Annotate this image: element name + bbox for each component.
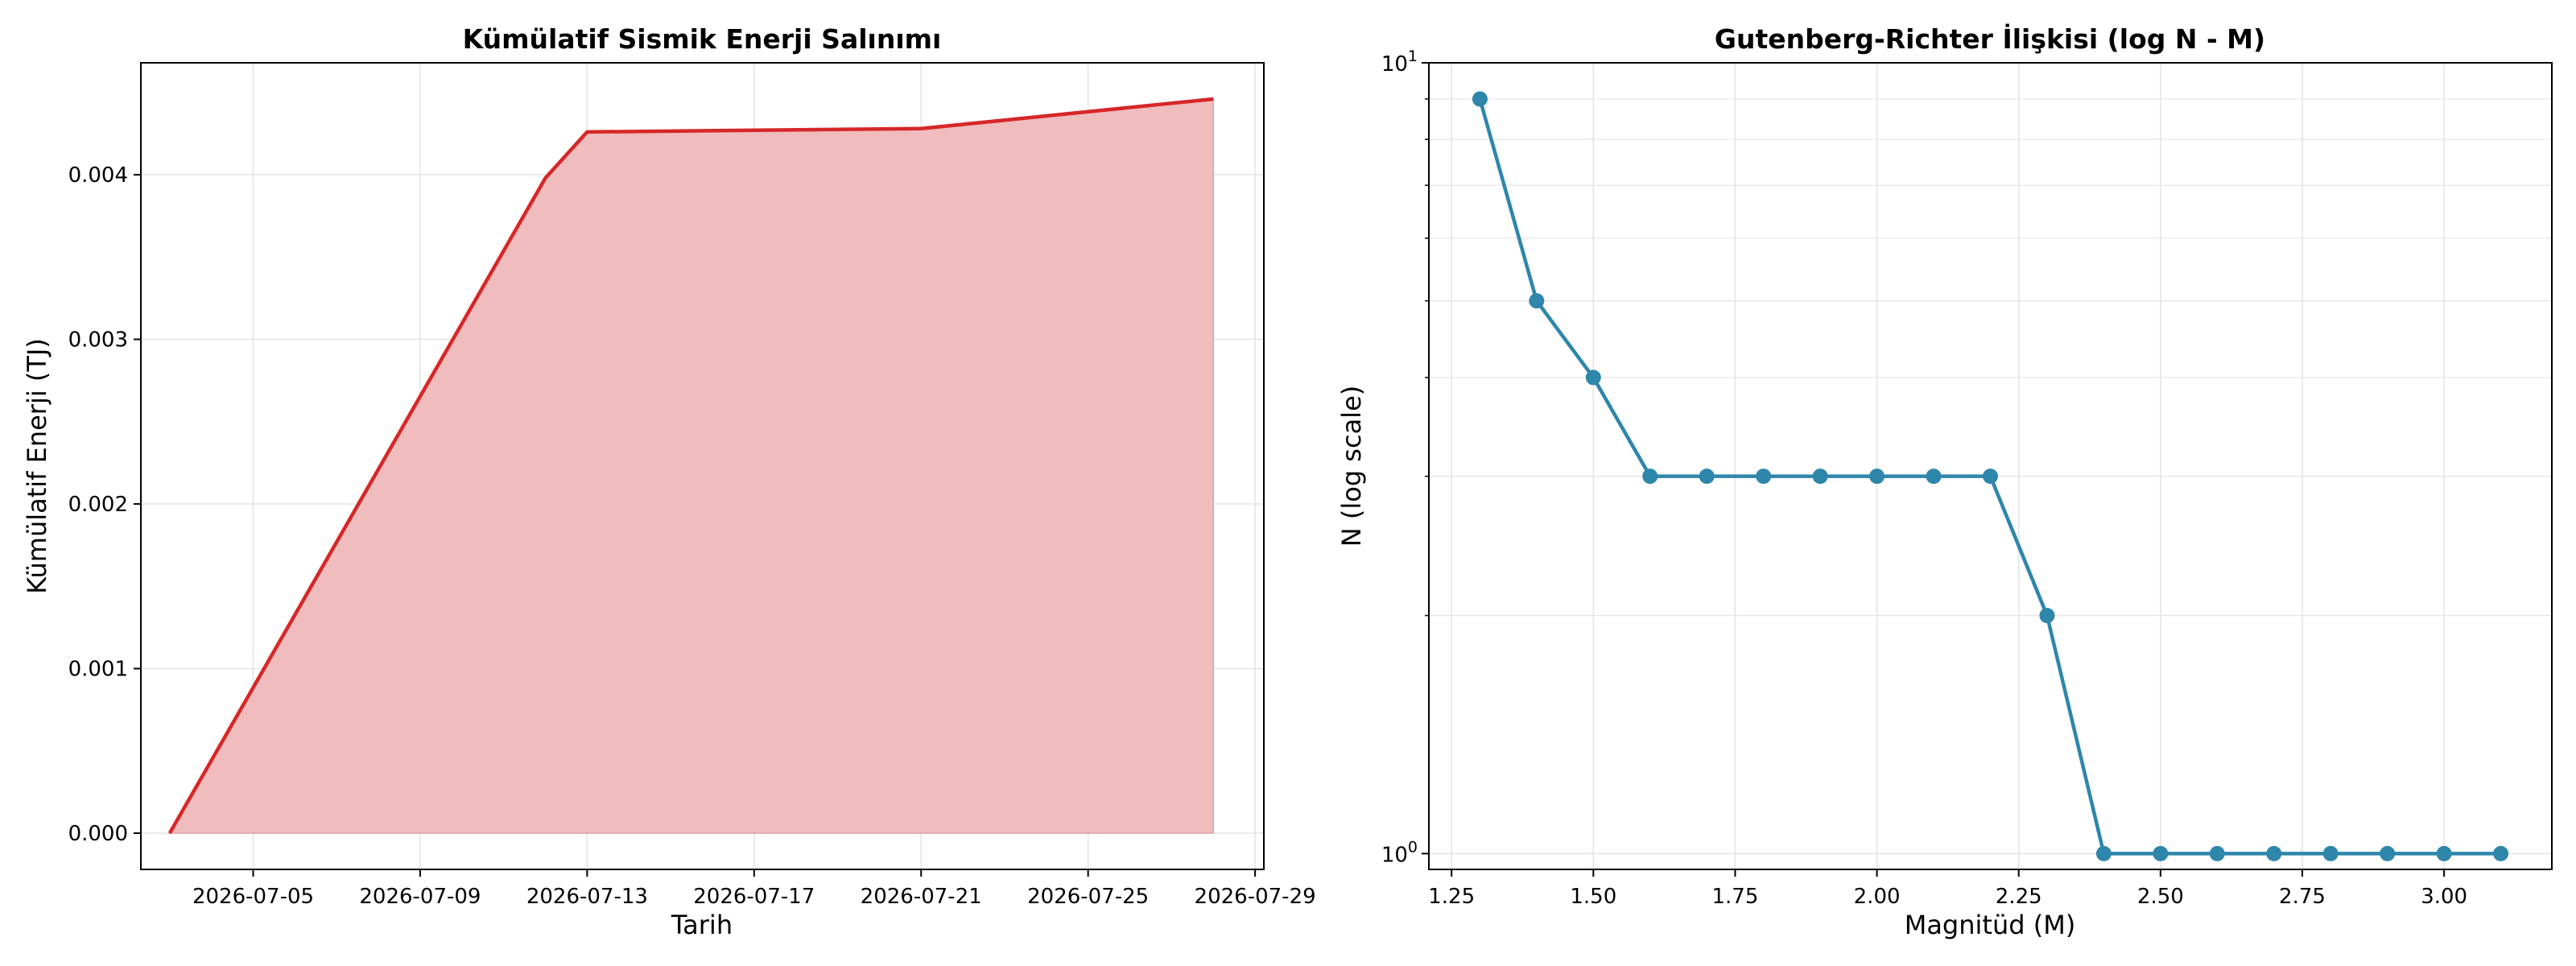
gr-point [2095, 845, 2112, 861]
gr-x-axis-ticks: 1.25 1.50 1.75 2.00 2.25 2.50 2.75 3.00 [1428, 869, 2467, 909]
energy-series [167, 97, 1215, 835]
gr-y-axis-ticks: 100 101 [1381, 47, 1429, 867]
gr-point [1812, 469, 1828, 485]
gr-point [1642, 469, 1658, 485]
energy-x-tick-label: 2026-07-21 [861, 885, 982, 909]
gr-point [1529, 293, 1545, 309]
energy-y-tick-label: 0.002 [68, 493, 128, 517]
gr-point [2322, 845, 2339, 861]
gr-y-axis-label: N (log scale) [1336, 386, 1367, 547]
energy-x-tick-label: 2026-07-17 [693, 885, 815, 909]
gr-x-tick-label: 1.75 [1712, 885, 1759, 909]
gr-x-axis-label: Magnitüd (M) [1905, 910, 2076, 940]
energy-y-tick-label: 0.000 [68, 822, 128, 846]
gr-point [1756, 469, 1772, 485]
energy-x-axis-label: Tarih [671, 910, 733, 940]
gr-x-tick-label: 2.50 [2137, 885, 2184, 909]
energy-y-axis-label: Kümülatif Enerji (TJ) [22, 338, 52, 594]
gr-x-tick-label: 1.50 [1570, 885, 1616, 909]
gr-x-tick-label: 1.25 [1428, 885, 1475, 909]
energy-chart: 2026-07-05 2026-07-09 2026-07-13 2026-07-17… [22, 23, 1316, 940]
energy-y-tick-label: 0.003 [68, 328, 128, 353]
gr-point [2153, 845, 2169, 861]
gr-point [2380, 845, 2396, 861]
gr-x-tick-label: 2.75 [2279, 885, 2326, 909]
energy-chart-title: Kümülatif Sismik Enerji Salınımı [463, 23, 942, 55]
gr-point [1926, 469, 1942, 485]
gr-point [2493, 845, 2509, 861]
energy-line [167, 97, 1214, 835]
gr-y-tick-label: 100 [1381, 838, 1418, 867]
gr-series [1472, 91, 2509, 861]
energy-x-axis-ticks: 2026-07-05 2026-07-09 2026-07-13 2026-07-17… [192, 869, 1316, 909]
energy-y-axis-ticks: 0.000 0.001 0.002 0.003 0.004 [68, 163, 141, 846]
energy-x-tick-label: 2026-07-29 [1195, 885, 1316, 909]
gr-y-tick-label: 101 [1381, 47, 1418, 76]
gutenberg-richter-chart: 1.25 1.50 1.75 2.00 2.25 2.50 2.75 3.00 100101 … [1336, 23, 2553, 940]
energy-axes-frame [140, 62, 1265, 870]
gr-point [2266, 845, 2282, 861]
gr-point [1472, 91, 1488, 107]
gr-point [1699, 469, 1715, 485]
gr-axes-frame [1428, 62, 2553, 870]
energy-x-tick-label: 2026-07-05 [192, 885, 314, 909]
gr-point [2436, 845, 2452, 861]
energy-x-tick-label: 2026-07-09 [359, 885, 481, 909]
energy-x-tick-label: 2026-07-13 [526, 885, 648, 909]
gr-point [2039, 608, 2055, 624]
gr-point [2209, 845, 2225, 861]
gr-plot-area [1429, 63, 2552, 869]
gr-point [1983, 469, 1998, 485]
gr-x-tick-label: 2.25 [1996, 885, 2042, 909]
gr-chart-title: Gutenberg-Richter İlişkisi (log N - M) [1715, 23, 2265, 55]
gr-x-tick-label: 3.00 [2421, 885, 2467, 909]
energy-y-tick-label: 0.001 [68, 658, 128, 682]
gr-point [1869, 469, 1885, 485]
energy-y-tick-label: 0.004 [68, 163, 128, 188]
gr-x-tick-label: 2.00 [1854, 885, 1901, 909]
gr-point [1585, 369, 1601, 386]
energy-x-tick-label: 2026-07-25 [1027, 885, 1149, 909]
